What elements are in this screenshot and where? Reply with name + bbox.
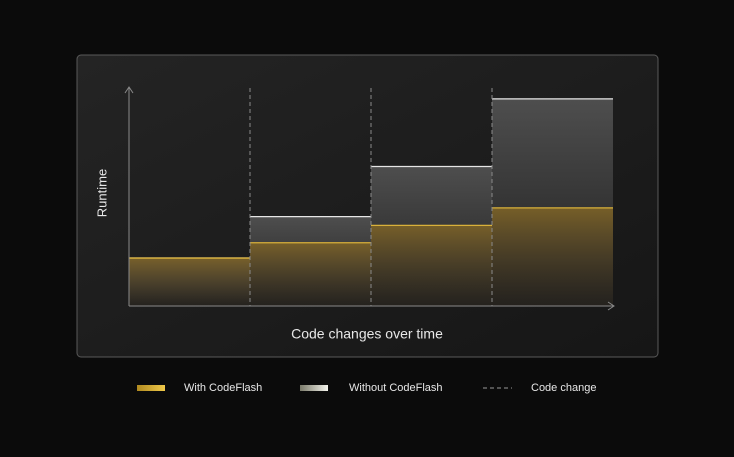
x-axis-label: Code changes over time bbox=[291, 326, 443, 342]
step-bar bbox=[250, 242, 371, 306]
plot bbox=[129, 88, 613, 307]
legend-swatch bbox=[300, 385, 328, 391]
legend-label: Without CodeFlash bbox=[349, 382, 443, 394]
legend-label: With CodeFlash bbox=[184, 382, 262, 394]
step-bar bbox=[129, 258, 250, 306]
step-bar bbox=[371, 225, 492, 306]
y-axis-label: Runtime bbox=[94, 169, 109, 217]
legend: With CodeFlash Without CodeFlash Code ch… bbox=[137, 382, 596, 394]
y-arrow bbox=[124, 86, 134, 94]
step-bar bbox=[492, 207, 613, 306]
legend-swatch bbox=[137, 385, 165, 391]
legend-label: Code change bbox=[531, 382, 596, 394]
x-arrow bbox=[607, 301, 615, 311]
